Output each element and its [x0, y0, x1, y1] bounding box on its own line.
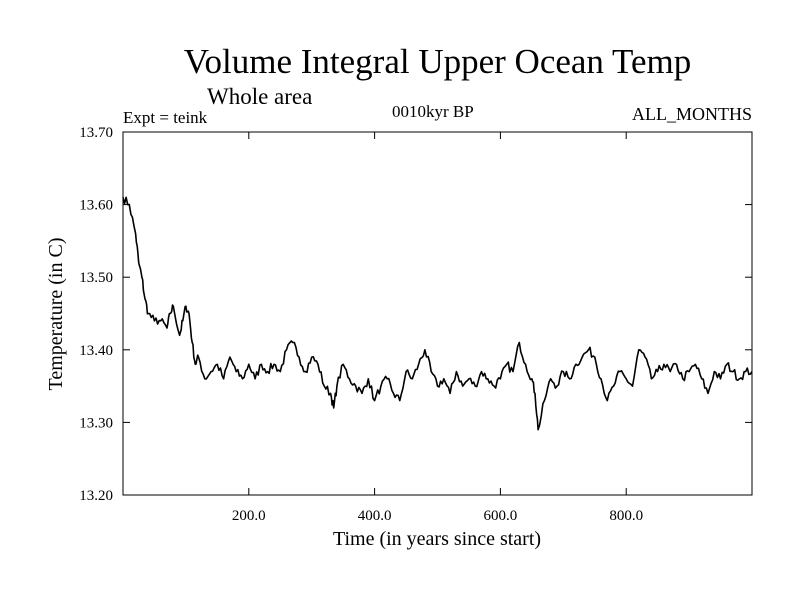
- y-tick-label: 13.40: [79, 343, 113, 359]
- x-tick-label: 200.0: [232, 508, 266, 524]
- experiment-label: Expt = teink: [123, 108, 208, 127]
- y-axis: 13.20 13.30 13.40 13.50 13.60 13.70: [79, 125, 752, 504]
- period-label: 0010kyr BP: [392, 102, 474, 121]
- x-tick-label: 400.0: [358, 508, 392, 524]
- chart-title: Volume Integral Upper Ocean Temp: [183, 42, 692, 81]
- months-label: ALL_MONTHS: [632, 104, 752, 124]
- chart-subtitle: Whole area: [207, 84, 313, 109]
- y-tick-label: 13.30: [79, 415, 113, 431]
- y-tick-label: 13.60: [79, 198, 113, 214]
- y-axis-label: Temperature (in C): [45, 238, 67, 391]
- y-tick-label: 13.70: [79, 125, 113, 141]
- series-line-teink: [122, 196, 753, 431]
- x-axis-label: Time (in years since start): [333, 528, 541, 550]
- x-tick-label: 800.0: [609, 508, 643, 524]
- plot-frame: [122, 131, 753, 496]
- x-tick-label: 600.0: [484, 508, 518, 524]
- y-tick-label: 13.20: [79, 488, 113, 504]
- y-tick-label: 13.50: [79, 270, 113, 286]
- x-axis: 200.0 400.0 600.0 800.0: [232, 132, 643, 524]
